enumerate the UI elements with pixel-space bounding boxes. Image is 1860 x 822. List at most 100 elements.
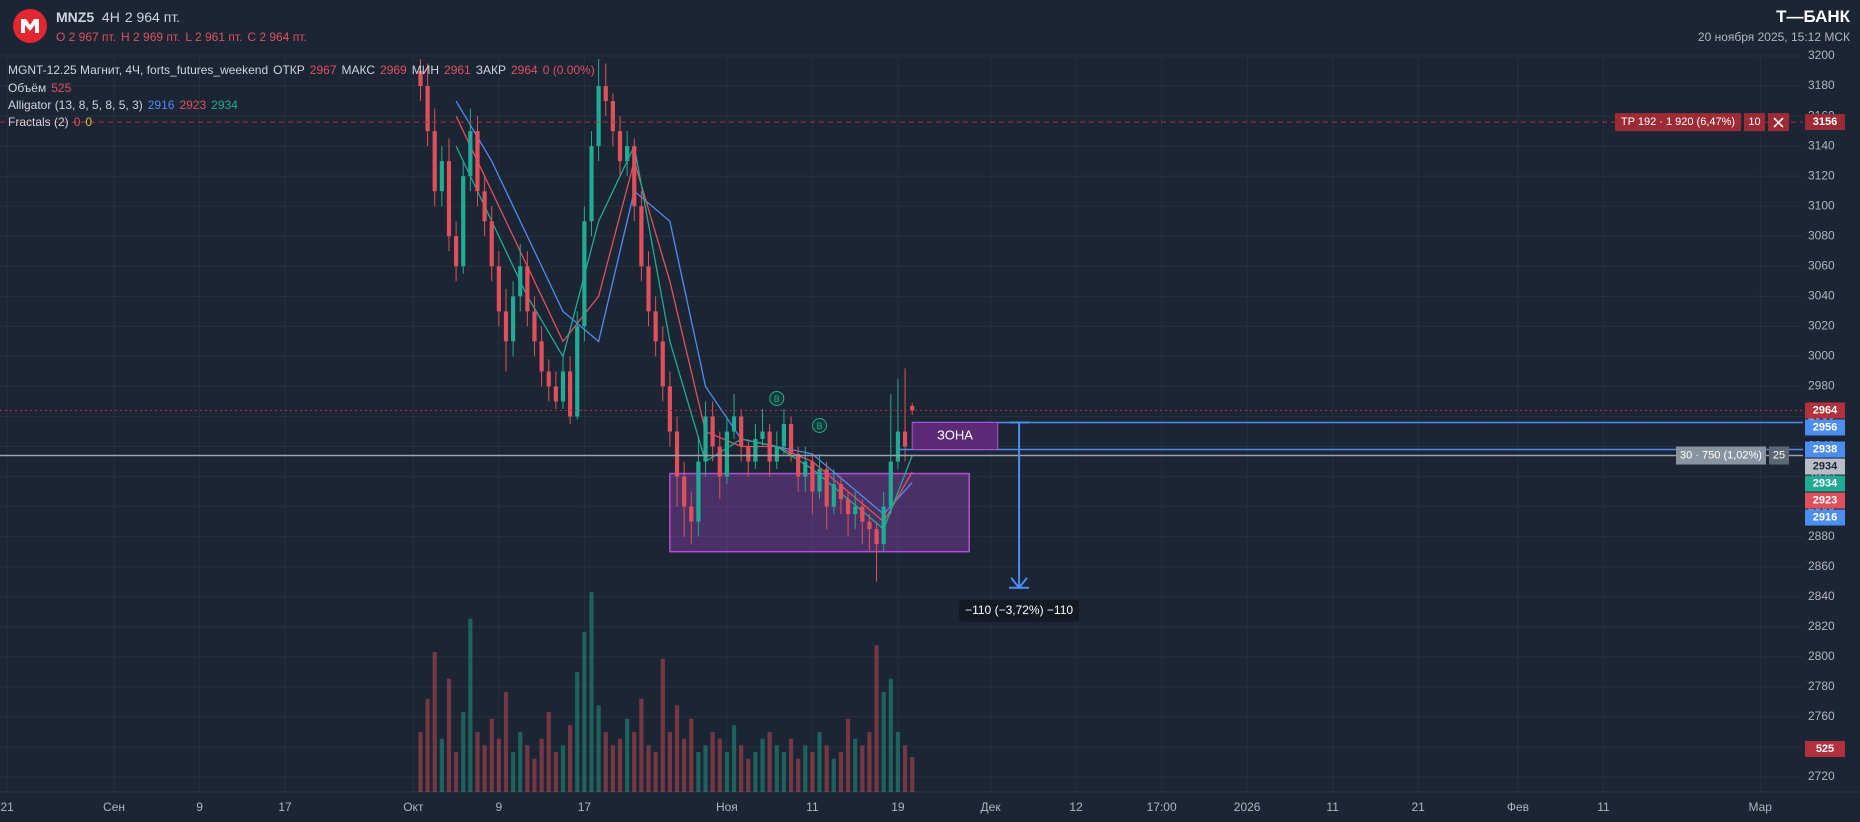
candle-body: [632, 146, 637, 207]
candle-body: [881, 506, 886, 545]
label: ОТКР: [273, 63, 305, 77]
legend-row: Alligator (13, 8, 5, 8, 5, 3) 2916 2923 293…: [8, 98, 243, 112]
candle-body: [596, 86, 601, 147]
legend-row: Fractals (2) 0 0: [8, 115, 97, 129]
legend-row: Объём 525: [8, 81, 76, 95]
x-tick-label: Окт: [403, 800, 424, 814]
candle-body: [874, 529, 879, 545]
price-tag-box: [1805, 441, 1845, 458]
candle-body: [817, 469, 822, 492]
price-tag: 2923: [1813, 494, 1837, 506]
label: Объём: [8, 81, 47, 95]
candle-body: [425, 86, 430, 132]
value: 2916: [147, 98, 175, 112]
volume-bar: [453, 752, 459, 792]
x-tick-label: Сен: [103, 800, 125, 814]
candle-body: [453, 236, 459, 267]
ohlc: L 2 961 пт.: [185, 30, 243, 44]
tp-close-icon: [1773, 117, 1784, 128]
volume-bar: [568, 725, 573, 792]
volume-bar: [860, 745, 865, 792]
volume-bar: [532, 758, 537, 792]
candle-body: [617, 131, 623, 162]
alligator-line: [455, 100, 913, 516]
volume-bar: [610, 745, 615, 792]
volume-bar: [632, 732, 637, 792]
candle-body: [546, 371, 551, 387]
value: 2961: [444, 63, 471, 77]
candle-body: [446, 161, 452, 237]
price-tag-box: [1805, 114, 1845, 131]
candle-body: [496, 266, 501, 312]
y-tick-label: 3060: [1808, 258, 1835, 272]
candle-body: [603, 86, 608, 102]
y-tick-label: 2880: [1808, 529, 1835, 543]
candle-body: [910, 405, 915, 411]
candle-body: [895, 431, 901, 462]
y-tick-label: 2980: [1808, 379, 1835, 393]
value: 2923: [179, 98, 207, 112]
price-tag-box: [1805, 402, 1845, 419]
volume-bar: [468, 618, 473, 792]
candle-body: [689, 506, 694, 522]
logo-glyph: [21, 19, 39, 33]
volume-bar: [824, 745, 829, 792]
value: 2964: [510, 63, 538, 77]
volume-bar: [867, 732, 872, 792]
value: 2969: [380, 63, 407, 77]
alligator-line: [455, 115, 913, 523]
volume-bar: [482, 745, 487, 792]
tp-label-box: [1615, 113, 1741, 132]
volume-bar: [767, 732, 772, 792]
price-tag: 2934: [1813, 460, 1838, 472]
volume-bar: [539, 738, 544, 792]
value: 525: [51, 81, 72, 95]
candle-body: [853, 506, 858, 515]
volume-bar: [546, 712, 551, 792]
candle-body: [710, 416, 715, 447]
volume-bar: [653, 752, 658, 792]
y-tick-label: 3120: [1808, 168, 1835, 182]
x-tick-label: Дек: [981, 800, 1002, 814]
price-tag-box: [1805, 419, 1845, 436]
volume-bar: [667, 732, 672, 792]
volume-bar: [910, 757, 915, 792]
volume-bar: [703, 745, 708, 792]
volume-bar: [731, 725, 737, 792]
candle-body: [781, 424, 787, 447]
candle-body: [746, 446, 751, 462]
x-tick-label: 9: [496, 800, 503, 814]
label: ЗАКР: [475, 63, 506, 77]
candle-body: [888, 461, 893, 507]
value: 0: [73, 115, 81, 129]
price-tag: 2934: [1813, 477, 1838, 489]
volume-bar: [596, 705, 601, 792]
fractal-marker: [769, 390, 785, 406]
volume-bar: [888, 678, 893, 792]
y-tick-label: 3100: [1808, 198, 1835, 212]
candle-body: [439, 161, 444, 192]
volume-bar: [503, 692, 509, 792]
volume-bar: [696, 752, 701, 792]
interval: 4H: [101, 9, 120, 25]
value: 0: [85, 115, 93, 129]
candle-body: [703, 416, 708, 462]
measure-label-box: [959, 599, 1080, 622]
candle-body: [610, 101, 615, 132]
candle-body: [532, 311, 537, 342]
y-tick-label: 3000: [1808, 349, 1835, 363]
y-tick-label: 3080: [1808, 228, 1835, 242]
volume-bar: [803, 745, 808, 792]
price-tag-box: [1805, 509, 1845, 526]
price: 2 964 пт.: [124, 9, 181, 25]
volume-bar: [617, 738, 623, 792]
zone-label: ЗОНА: [937, 427, 973, 442]
label: Alligator (13, 8, 5, 8, 5, 3): [8, 98, 143, 112]
x-tick-label: 9: [196, 800, 203, 814]
volume-bar: [881, 692, 886, 792]
volume-bar: [682, 738, 687, 792]
entry-label-box: [1676, 446, 1766, 465]
volume-bar: [525, 745, 530, 792]
volume-bar: [446, 678, 452, 792]
x-tick-label: 17: [278, 800, 292, 814]
